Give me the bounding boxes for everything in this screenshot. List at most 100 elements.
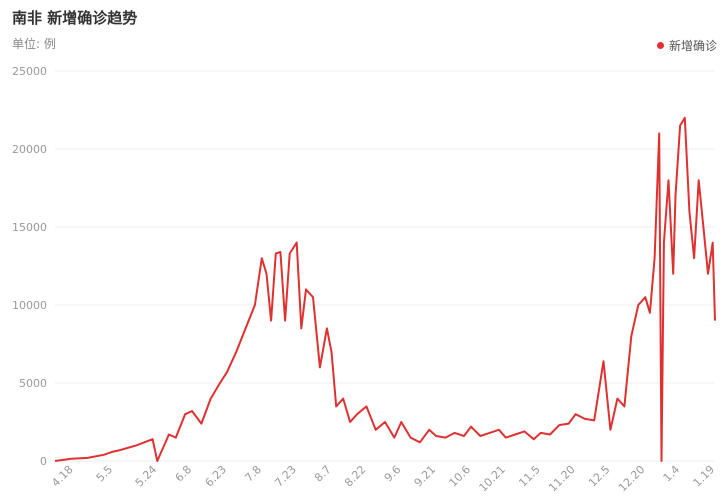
x-tick-label: 11.20	[546, 463, 577, 494]
data-point[interactable]	[310, 294, 316, 300]
x-tick-label: 6.8	[173, 463, 195, 485]
x-tick-label: 5.5	[94, 463, 116, 485]
data-point[interactable]	[391, 435, 397, 441]
data-point[interactable]	[601, 358, 607, 364]
data-point[interactable]	[659, 458, 665, 464]
data-point[interactable]	[333, 403, 339, 409]
data-point[interactable]	[264, 271, 270, 277]
data-point[interactable]	[198, 421, 204, 427]
data-point[interactable]	[614, 396, 620, 402]
data-point[interactable]	[233, 349, 239, 355]
data-point[interactable]	[294, 240, 300, 246]
data-point[interactable]	[591, 417, 597, 423]
data-point[interactable]	[461, 433, 467, 439]
legend[interactable]: 新增确诊	[656, 37, 717, 54]
data-point[interactable]	[252, 302, 258, 308]
data-point[interactable]	[373, 427, 379, 433]
data-point[interactable]	[133, 442, 139, 448]
data-point[interactable]	[635, 302, 641, 308]
data-point[interactable]	[317, 364, 323, 370]
data-point[interactable]	[243, 325, 249, 331]
data-point[interactable]	[696, 177, 702, 183]
data-point[interactable]	[691, 255, 697, 261]
data-point[interactable]	[426, 427, 432, 433]
data-point[interactable]	[710, 240, 716, 246]
data-point[interactable]	[347, 419, 353, 425]
data-point[interactable]	[398, 419, 404, 425]
data-point[interactable]	[628, 333, 634, 339]
data-point[interactable]	[85, 455, 91, 461]
data-point[interactable]	[68, 456, 74, 462]
data-point[interactable]	[673, 193, 679, 199]
data-point[interactable]	[354, 411, 360, 417]
data-point[interactable]	[268, 318, 274, 324]
data-point[interactable]	[329, 349, 335, 355]
data-point[interactable]	[217, 380, 223, 386]
data-point[interactable]	[512, 432, 518, 438]
data-point[interactable]	[433, 433, 439, 439]
unit-label: 单位: 例	[12, 37, 56, 51]
series-line-new-cases[interactable]	[54, 116, 716, 462]
data-point[interactable]	[547, 432, 553, 438]
data-point[interactable]	[686, 208, 692, 214]
data-point[interactable]	[166, 432, 172, 438]
data-point[interactable]	[224, 369, 230, 375]
data-point[interactable]	[712, 318, 718, 324]
x-tick-label: 7.23	[272, 463, 299, 490]
data-point[interactable]	[298, 325, 304, 331]
data-point[interactable]	[277, 249, 283, 255]
x-tick-label: 12.5	[586, 463, 613, 490]
data-point[interactable]	[182, 411, 188, 417]
data-point[interactable]	[442, 435, 448, 441]
data-point[interactable]	[582, 416, 588, 422]
data-point[interactable]	[324, 325, 330, 331]
data-point[interactable]	[647, 310, 653, 316]
data-point[interactable]	[52, 458, 58, 464]
data-point[interactable]	[682, 115, 688, 121]
data-point[interactable]	[661, 240, 667, 246]
data-point[interactable]	[573, 411, 579, 417]
data-point[interactable]	[408, 435, 414, 441]
data-point[interactable]	[538, 430, 544, 436]
data-point[interactable]	[531, 436, 537, 442]
data-point[interactable]	[208, 396, 214, 402]
data-point[interactable]	[303, 286, 309, 292]
data-point[interactable]	[468, 424, 474, 430]
data-point[interactable]	[642, 294, 648, 300]
x-tick-label: 10.6	[447, 463, 474, 490]
data-point[interactable]	[363, 403, 369, 409]
data-point[interactable]	[477, 433, 483, 439]
data-point[interactable]	[607, 427, 613, 433]
data-point[interactable]	[652, 255, 658, 261]
data-point[interactable]	[110, 449, 116, 455]
data-point[interactable]	[666, 177, 672, 183]
data-point[interactable]	[259, 255, 265, 261]
data-point[interactable]	[556, 422, 562, 428]
data-point[interactable]	[340, 396, 346, 402]
data-point[interactable]	[173, 435, 179, 441]
data-point[interactable]	[282, 318, 288, 324]
data-point[interactable]	[287, 251, 293, 257]
y-tick-label: 20000	[12, 143, 47, 156]
data-point[interactable]	[452, 430, 458, 436]
data-point[interactable]	[117, 447, 123, 453]
data-point[interactable]	[670, 271, 676, 277]
y-tick-label: 15000	[12, 221, 47, 234]
data-point[interactable]	[700, 224, 706, 230]
data-point[interactable]	[417, 439, 423, 445]
data-point[interactable]	[705, 271, 711, 277]
data-point[interactable]	[677, 123, 683, 129]
data-point[interactable]	[382, 419, 388, 425]
data-point[interactable]	[503, 435, 509, 441]
data-point[interactable]	[487, 430, 493, 436]
data-point[interactable]	[496, 427, 502, 433]
data-point[interactable]	[101, 452, 107, 458]
data-point[interactable]	[566, 421, 572, 427]
data-point[interactable]	[150, 436, 156, 442]
data-point[interactable]	[154, 458, 160, 464]
data-point[interactable]	[521, 428, 527, 434]
data-point[interactable]	[621, 403, 627, 409]
data-point[interactable]	[189, 408, 195, 414]
data-point[interactable]	[656, 130, 662, 136]
